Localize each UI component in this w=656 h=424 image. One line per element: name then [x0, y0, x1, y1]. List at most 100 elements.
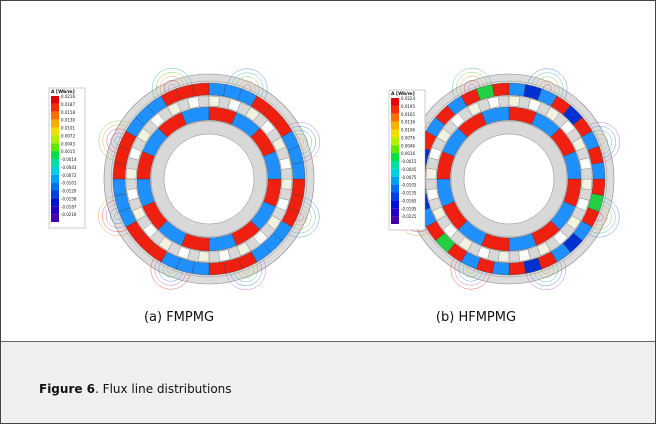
- legend-label: -0.0135: [401, 191, 417, 196]
- legend-label: 0.0158: [61, 110, 75, 115]
- machine-cross-section: [397, 67, 621, 291]
- pole-piece: [125, 167, 137, 180]
- pole-gap: [197, 95, 210, 107]
- pole-piece: [425, 167, 437, 180]
- legend-label: 0.0136: [401, 120, 415, 125]
- legend-swatch: [391, 105, 399, 114]
- pole-piece: [497, 251, 510, 263]
- outer-magnet: [208, 261, 226, 276]
- pole-piece: [208, 95, 221, 107]
- legend-label: 0.0046: [401, 143, 415, 148]
- legend-swatch: [51, 119, 59, 128]
- legend-swatch: [51, 96, 59, 104]
- legend-swatch: [391, 121, 399, 130]
- legend-label: 0.0130: [61, 118, 75, 123]
- legend-label: 0.0076: [401, 135, 415, 140]
- outer-magnet: [208, 82, 226, 97]
- legend-label: 0.0187: [61, 102, 75, 107]
- legend-title: A [Wb/m]: [391, 91, 415, 97]
- legend-label: 0.0016: [401, 151, 415, 156]
- legend-swatch: [391, 168, 399, 177]
- legend-label: 0.0224: [401, 96, 415, 101]
- pole-gap: [508, 251, 521, 263]
- legend-swatch: [391, 129, 399, 138]
- outer-magnet: [508, 82, 526, 97]
- figure: A [Wb/m]0.02160.01870.01580.01300.01010.…: [48, 67, 621, 325]
- legend-swatch: [51, 166, 59, 175]
- legend-swatch: [51, 190, 59, 199]
- legend-label: -0.0101: [61, 181, 77, 186]
- legend-title: A [Wb/m]: [51, 89, 75, 95]
- legend-swatch: [391, 184, 399, 193]
- legend-label: 0.0015: [61, 149, 75, 154]
- legend-label: 0.0101: [61, 126, 75, 131]
- inner-magnet: [263, 151, 282, 180]
- pole-piece: [197, 251, 210, 263]
- legend-label: -0.0225: [401, 214, 417, 219]
- shaft-hole: [463, 133, 555, 225]
- shaft-hole: [163, 133, 255, 225]
- legend-label: -0.0072: [61, 173, 77, 178]
- legend-swatch: [51, 151, 59, 159]
- pole-piece: [581, 178, 593, 191]
- legend-label: -0.0045: [401, 167, 417, 172]
- legend-swatch: [391, 153, 399, 161]
- legend-swatch: [51, 198, 59, 207]
- legend-label: -0.0195: [401, 206, 417, 211]
- legend-swatch: [51, 135, 59, 144]
- figure-caption: Figure 6. Flux line distributions: [39, 382, 232, 396]
- legend-label: 0.0195: [401, 104, 415, 109]
- pole-piece: [281, 178, 293, 191]
- panel-caption: (b) HFMPMG: [436, 310, 516, 325]
- legend-swatch: [51, 206, 59, 215]
- legend-swatch: [391, 192, 399, 201]
- legend-swatch: [391, 145, 399, 154]
- legend-swatch: [391, 216, 399, 224]
- outer-magnet: [192, 82, 210, 97]
- legend-swatch: [51, 103, 59, 112]
- legend-label: -0.0216: [61, 212, 77, 217]
- pole-gap: [581, 167, 593, 180]
- legend-label: -0.0158: [61, 196, 77, 201]
- panel-caption: (a) FMPMG: [144, 310, 214, 325]
- legend-swatch: [391, 208, 399, 217]
- outer-magnet: [508, 261, 526, 276]
- outer-magnet: [291, 162, 306, 180]
- outer-magnet: [112, 162, 127, 180]
- legend-swatch: [391, 98, 399, 106]
- legend-swatch: [51, 182, 59, 191]
- pole-gap: [425, 178, 437, 191]
- air-gap: [110, 80, 308, 278]
- legend-label: -0.0075: [401, 175, 417, 180]
- legend-label: -0.0014: [61, 157, 77, 162]
- legend-swatch: [391, 161, 399, 169]
- pole-gap: [125, 178, 137, 191]
- legend-label: 0.0165: [401, 112, 415, 117]
- outer-magnet: [492, 261, 510, 276]
- outer-magnet: [591, 178, 606, 196]
- legend-swatch: [51, 111, 59, 120]
- legend-swatch: [51, 143, 59, 152]
- legend-swatch: [391, 113, 399, 122]
- outer-magnet: [192, 261, 210, 276]
- legend-label: -0.0165: [401, 198, 417, 203]
- pole-piece: [508, 95, 521, 107]
- legend-swatch: [51, 214, 59, 222]
- legend-swatch: [391, 137, 399, 146]
- pole-gap: [281, 167, 293, 180]
- pole-gap: [208, 251, 221, 263]
- outer-magnet: [291, 178, 306, 196]
- legend-label: 0.0106: [401, 128, 415, 133]
- legend-label: 0.0072: [61, 133, 75, 138]
- legend-label: -0.0015: [401, 159, 417, 164]
- legend-label: -0.0043: [61, 165, 77, 170]
- legend-swatch: [391, 200, 399, 209]
- inner-magnet: [563, 151, 582, 180]
- legend-swatch: [51, 159, 59, 167]
- legend-swatch: [51, 174, 59, 183]
- legend-label: -0.0129: [61, 189, 77, 194]
- legend-swatch: [391, 176, 399, 185]
- outer-magnet: [591, 162, 606, 180]
- legend-label: 0.0043: [61, 141, 75, 146]
